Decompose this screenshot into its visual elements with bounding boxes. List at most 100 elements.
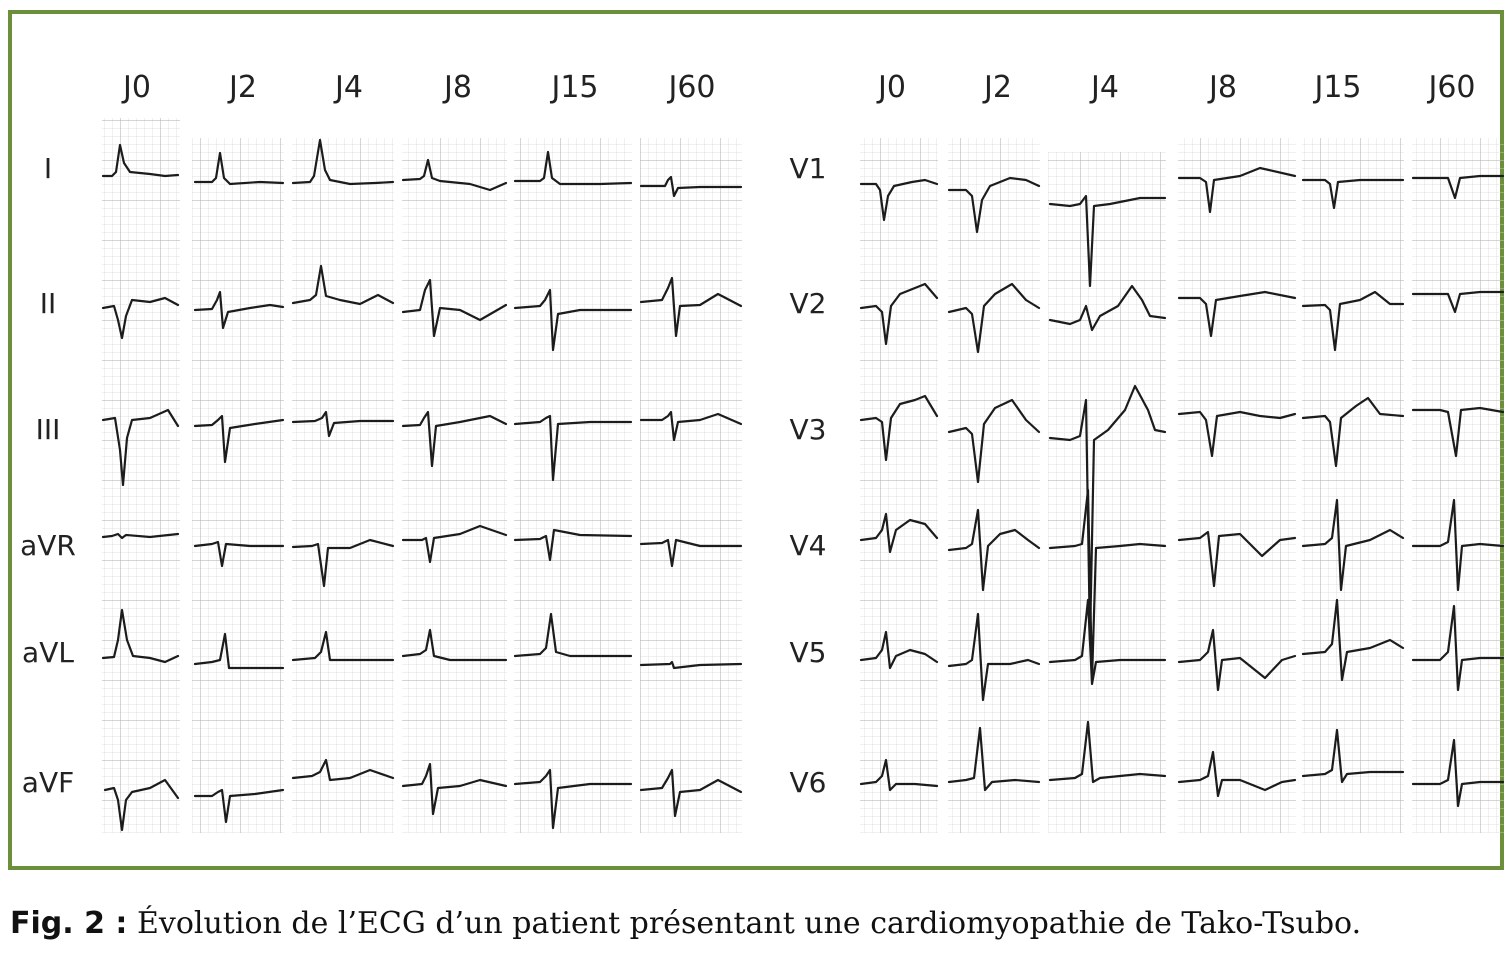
lead-label-limb-1: II [40,287,57,320]
lead-labels-limb: I II III aVR aVL aVF [20,152,76,799]
trace-aVL-J60 [639,660,743,670]
trace-aVL-J2 [193,632,285,670]
trace-III-J4 [291,410,395,438]
caption-figure-label: Fig. 2 : [10,906,128,941]
trace-aVR-J60 [639,538,743,568]
trace-aVF-J60 [639,768,743,818]
lead-labels-precordial: V1 V2 V3 V4 V5 V6 [790,152,827,799]
lead-label-precordial-5: V6 [790,766,827,799]
trace-V3-J4 [1048,384,1167,642]
trace-III-J8 [401,410,508,468]
grid-strip-left-j8 [402,138,507,833]
day-header-left-0: J0 [121,70,151,105]
trace-V1-J2 [947,176,1041,234]
grid-strip-right-j60 [1412,138,1504,833]
trace-aVL-J0 [101,608,180,664]
lead-label-precordial-0: V1 [790,152,827,185]
trace-V5-J8 [1177,628,1297,692]
trace-V5-J2 [947,612,1041,702]
day-header-left-4: J15 [549,70,598,105]
grid-strip-right-j4 [1048,152,1166,833]
trace-aVL-J4 [291,630,395,662]
trace-V4-J0 [859,512,939,554]
trace-V5-J15 [1301,598,1405,682]
trace-aVL-J8 [401,628,508,662]
grid-strip-left-j2 [192,138,284,833]
trace-V1-J0 [859,178,939,222]
trace-I-J2 [193,151,285,186]
trace-V1-J60 [1411,174,1505,200]
day-header-right-3: J8 [1207,70,1237,105]
trace-aVR-J8 [401,524,508,564]
grid-strip-left-j15 [514,138,632,833]
trace-V5-J60 [1411,604,1505,692]
trace-aVR-J2 [193,540,285,568]
caption-text: Évolution de l’ECG d’un patient présenta… [136,906,1362,941]
trace-aVR-J15 [513,528,633,562]
trace-V4-J8 [1177,530,1297,588]
day-header-left-3: J8 [442,70,472,105]
trace-II-J8 [401,278,508,338]
trace-V2-J0 [859,282,939,346]
lead-label-precordial-3: V4 [790,529,827,562]
trace-I-J8 [401,158,508,192]
ecg-traces-limb [101,138,743,832]
trace-V6-J15 [1301,728,1405,784]
trace-aVF-J2 [193,788,285,824]
trace-V2-J60 [1411,290,1505,314]
day-header-right-0: J0 [876,70,906,105]
grid-strip-right-j0 [860,138,938,833]
trace-V2-J15 [1301,290,1405,352]
lead-label-limb-3: aVR [20,529,76,562]
trace-I-J15 [513,150,633,186]
trace-V4-J2 [947,508,1041,592]
day-header-left-2: J4 [333,70,363,105]
grid-strip-right-j2 [948,138,1040,833]
trace-aVL-J15 [513,612,633,658]
day-header-right-1: J2 [982,70,1012,105]
trace-V2-J2 [947,282,1041,354]
trace-V6-J2 [947,726,1041,792]
trace-I-J4 [291,138,395,186]
trace-V4-J15 [1301,498,1405,592]
trace-II-J4 [291,264,395,306]
trace-aVF-J0 [103,778,180,832]
trace-V3-J60 [1411,406,1505,458]
trace-II-J15 [513,288,633,352]
trace-V3-J8 [1177,410,1297,458]
lead-label-precordial-4: V5 [790,636,827,669]
trace-V6-J4 [1048,720,1167,784]
trace-I-J60 [639,175,743,198]
trace-V2-J4 [1048,284,1167,332]
trace-V5-J0 [859,630,939,670]
trace-V1-J8 [1177,166,1297,214]
day-header-right-4: J15 [1312,70,1361,105]
grid-strip-left-j4 [292,138,394,833]
lead-label-limb-0: I [44,152,52,185]
trace-V3-J0 [859,394,939,462]
day-header-right-5: J60 [1426,70,1475,105]
trace-III-J2 [193,414,285,464]
trace-V3-J15 [1301,396,1405,468]
figure-caption: Fig. 2 : Évolution de l’ECG d’un patient… [10,906,1361,941]
trace-aVF-J8 [401,762,508,816]
ecg-grid-strips [102,118,1504,833]
trace-V3-J2 [947,398,1041,484]
trace-V5-J4 [1048,598,1167,686]
trace-aVF-J15 [513,768,633,830]
trace-V6-J0 [859,758,939,792]
trace-III-J15 [513,414,633,482]
lead-label-limb-2: III [36,413,61,446]
day-header-left-1: J2 [227,70,257,105]
trace-V6-J60 [1411,738,1505,808]
ecg-traces-precordial [859,166,1505,808]
lead-label-limb-5: aVF [22,766,74,799]
trace-V1-J15 [1301,178,1405,210]
grid-strip-left-j60 [640,138,742,833]
lead-label-limb-4: aVL [22,636,74,669]
day-headers-left: J0 J2 J4 J8 J15 J60 [121,70,715,105]
day-headers-right: J0 J2 J4 J8 J15 J60 [876,70,1475,105]
trace-V4-J60 [1411,498,1505,592]
trace-aVR-J0 [101,532,180,540]
trace-II-J2 [193,290,285,330]
